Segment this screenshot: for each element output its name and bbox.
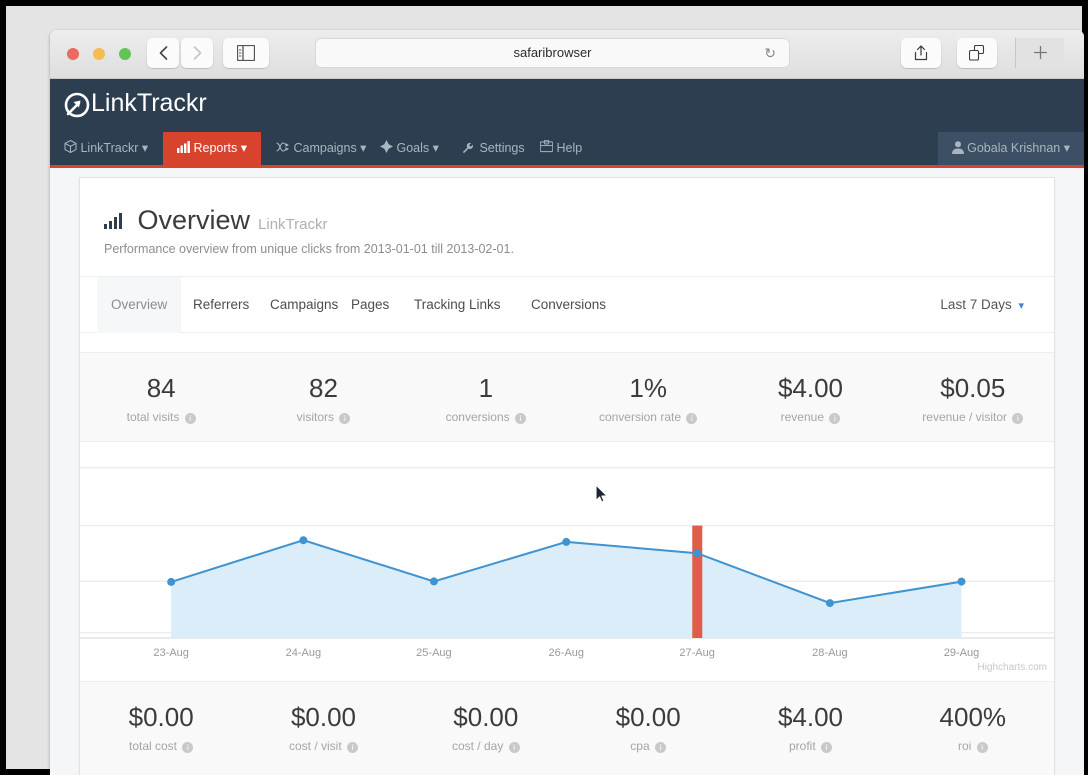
svg-text:23-Aug: 23-Aug	[153, 647, 189, 659]
svg-text:29-Aug: 29-Aug	[944, 647, 980, 659]
svg-text:Highcharts.com: Highcharts.com	[977, 662, 1047, 673]
svg-text:28-Aug: 28-Aug	[812, 647, 848, 659]
svg-text:27-Aug: 27-Aug	[679, 647, 715, 659]
svg-text:25-Aug: 25-Aug	[416, 647, 452, 659]
svg-text:24-Aug: 24-Aug	[286, 647, 322, 659]
svg-text:26-Aug: 26-Aug	[549, 647, 585, 659]
